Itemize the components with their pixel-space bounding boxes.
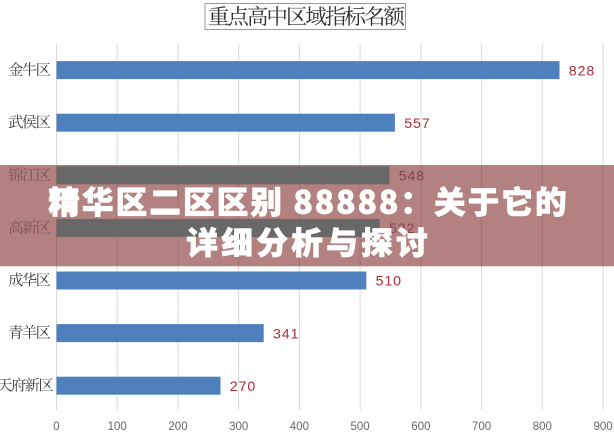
svg-text:600: 600 [411, 421, 430, 433]
svg-text:270: 270 [230, 379, 256, 395]
svg-text:200: 200 [168, 421, 187, 433]
svg-text:700: 700 [472, 421, 491, 433]
svg-text:557: 557 [404, 116, 430, 132]
svg-text:0: 0 [53, 421, 59, 433]
svg-text:548: 548 [399, 169, 425, 185]
svg-text:800: 800 [533, 421, 552, 433]
svg-text:500: 500 [351, 421, 370, 433]
svg-text:900: 900 [594, 421, 613, 433]
svg-text:300: 300 [229, 421, 248, 433]
svg-text:828: 828 [569, 63, 595, 79]
svg-text:400: 400 [290, 421, 309, 433]
svg-text:341: 341 [273, 326, 299, 342]
svg-text:510: 510 [376, 274, 402, 290]
svg-text:100: 100 [108, 421, 127, 433]
